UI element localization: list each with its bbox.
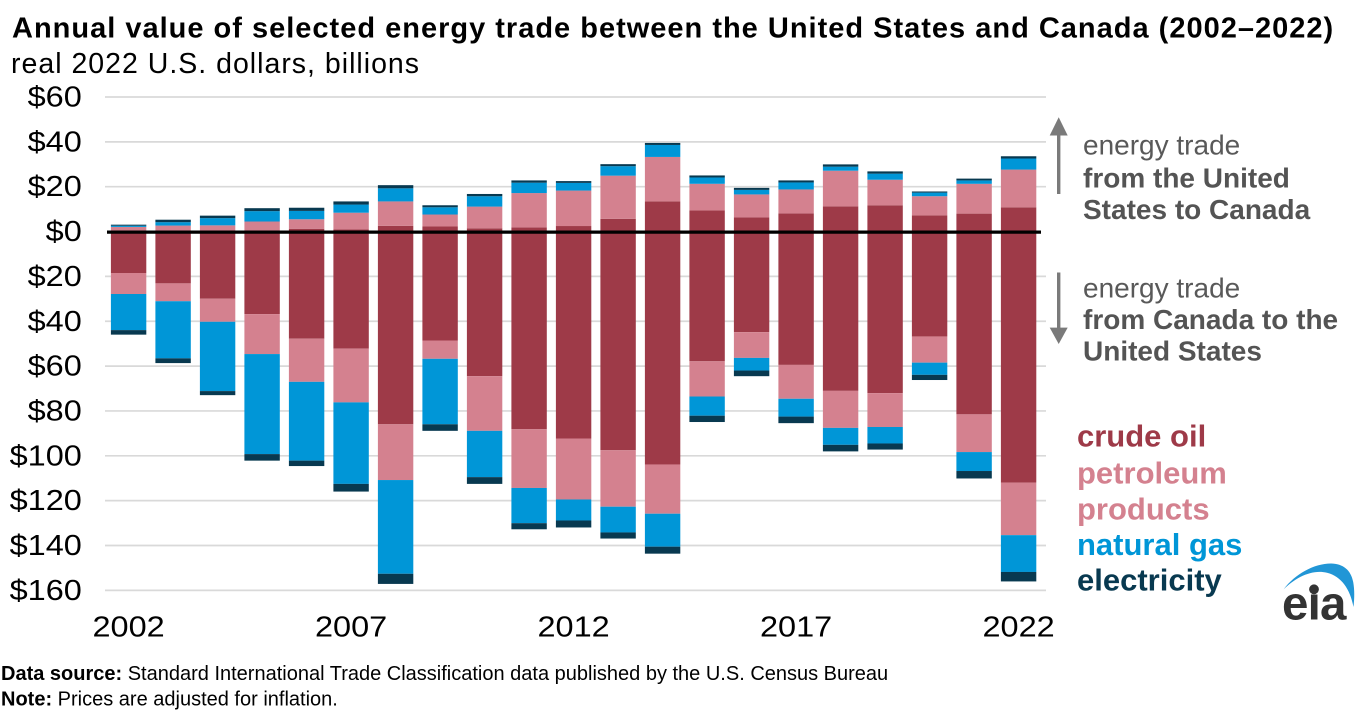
svg-text:2012: 2012 bbox=[537, 610, 609, 643]
svg-text:$40: $40 bbox=[28, 125, 82, 158]
svg-text:energy trade: energy trade bbox=[1083, 273, 1240, 304]
svg-text:Annual value of selected energ: Annual value of selected energy trade be… bbox=[12, 13, 1334, 45]
svg-text:$0: $0 bbox=[46, 215, 82, 248]
svg-text:$40: $40 bbox=[28, 304, 82, 337]
svg-text:$120: $120 bbox=[10, 484, 82, 517]
svg-text:2007: 2007 bbox=[315, 610, 387, 643]
svg-text:crude oil: crude oil bbox=[1077, 419, 1206, 454]
svg-text:United States: United States bbox=[1083, 336, 1262, 367]
svg-text:$20: $20 bbox=[28, 170, 82, 203]
svg-text:electricity: electricity bbox=[1077, 563, 1223, 598]
svg-text:2022: 2022 bbox=[982, 610, 1054, 643]
svg-text:Data source: Standard Internat: Data source: Standard International Trad… bbox=[1, 663, 888, 685]
svg-text:natural gas: natural gas bbox=[1077, 527, 1242, 562]
svg-text:Note: Prices are adjusted for: Note: Prices are adjusted for inflation. bbox=[1, 689, 338, 711]
svg-text:products: products bbox=[1077, 491, 1210, 526]
svg-text:from the United: from the United bbox=[1083, 163, 1290, 194]
svg-text:$140: $140 bbox=[10, 529, 82, 562]
svg-text:$60: $60 bbox=[28, 349, 82, 382]
svg-text:$160: $160 bbox=[10, 573, 82, 606]
svg-text:$60: $60 bbox=[28, 80, 82, 113]
svg-text:$100: $100 bbox=[10, 439, 82, 472]
svg-text:energy trade: energy trade bbox=[1083, 130, 1240, 161]
svg-text:from Canada to the: from Canada to the bbox=[1083, 304, 1338, 335]
svg-text:2002: 2002 bbox=[92, 610, 164, 643]
svg-text:$80: $80 bbox=[28, 394, 82, 427]
svg-text:real 2022 U.S. dollars, billio: real 2022 U.S. dollars, billions bbox=[11, 48, 420, 80]
svg-text:$20: $20 bbox=[28, 260, 82, 293]
svg-text:petroleum: petroleum bbox=[1077, 456, 1227, 491]
svg-text:2017: 2017 bbox=[760, 610, 832, 643]
svg-text:States to Canada: States to Canada bbox=[1083, 194, 1311, 225]
